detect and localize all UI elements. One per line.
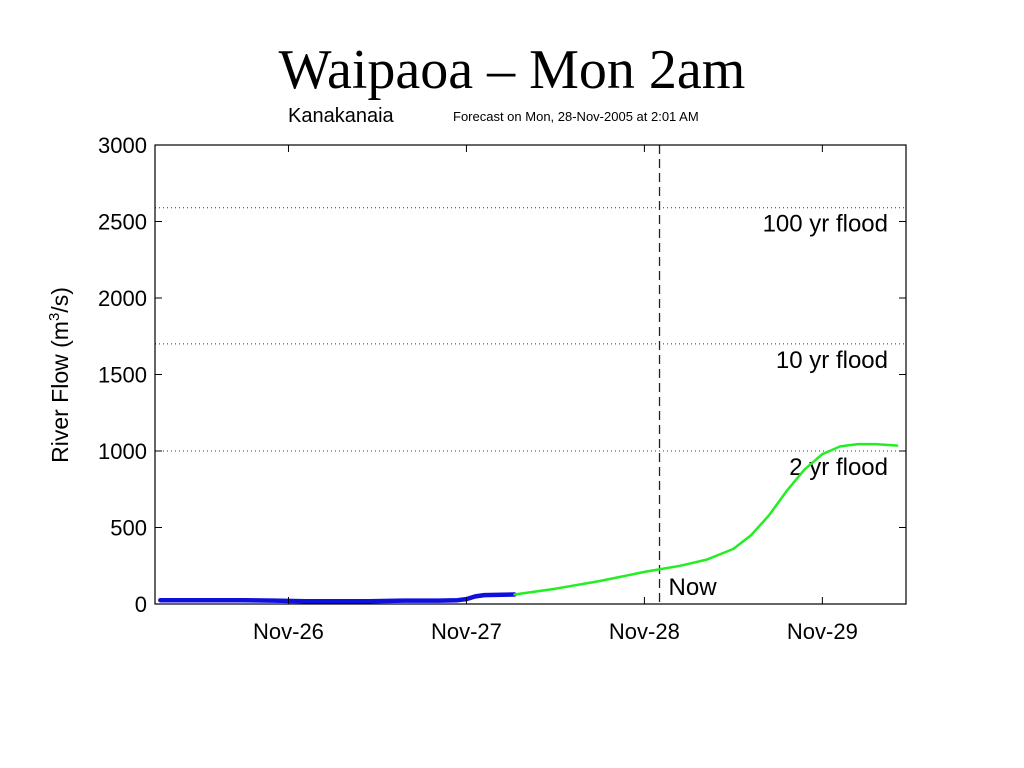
x-tick-label: Nov-28 [609, 619, 680, 644]
axes: 0 500 1000 1500 2000 2500 3000 Nov-26 Nov-27 Nov-… [98, 133, 907, 644]
y-tick-label: 2000 [98, 286, 147, 311]
now-marker: Now [658, 145, 718, 604]
threshold-label-bg [730, 218, 895, 249]
x-tick-label: Nov-27 [431, 619, 502, 644]
y-tick-label: 3000 [98, 133, 147, 158]
y-tick-label: 1500 [98, 363, 147, 388]
threshold-label-bg [730, 462, 895, 492]
forecast-flow-line [513, 442, 899, 596]
y-tick-label: 2500 [98, 210, 147, 235]
slide-title: Waipaoa – Mon 2am [278, 39, 746, 101]
y-tick-label: 500 [110, 516, 147, 541]
y-axis-label: River Flow (m3/s) [46, 287, 73, 463]
y-tick-label: 0 [135, 592, 147, 617]
threshold-label-bg [730, 354, 895, 385]
observed-flow-line [158, 592, 517, 604]
threshold-label: 100 yr flood [763, 211, 888, 238]
station-name: Kanakanaia [288, 105, 395, 127]
series-lines [158, 442, 899, 604]
threshold-lines: 100 yr flood 10 yr flood 2 yr flood [155, 207, 906, 492]
x-tick-label: Nov-29 [787, 619, 858, 644]
x-tick-label: Nov-26 [253, 619, 324, 644]
threshold-label: 2 yr flood [789, 454, 888, 481]
threshold-label: 10 yr flood [776, 347, 888, 374]
forecast-subtitle: Forecast on Mon, 28-Nov-2005 at 2:01 AM [453, 109, 699, 124]
y-tick-label: 1000 [98, 439, 147, 464]
now-label: Now [669, 574, 718, 601]
